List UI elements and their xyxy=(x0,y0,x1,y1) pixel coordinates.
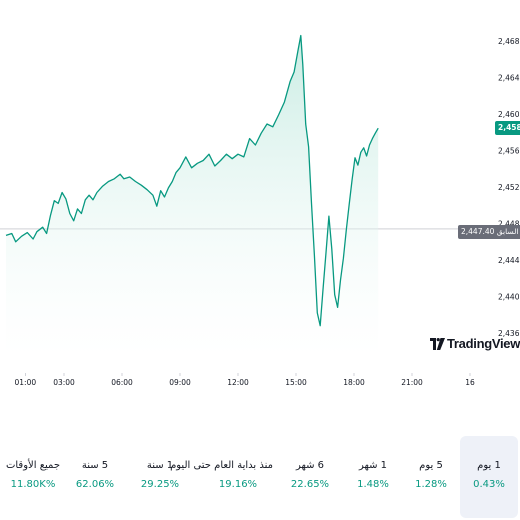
price-line xyxy=(5,34,379,327)
period-change-value: 0.43% xyxy=(473,479,505,490)
period-tab[interactable]: 1 يوم 0.43% xyxy=(460,436,518,518)
period-tab[interactable]: 5 سنة 62.06% xyxy=(66,436,124,518)
period-change-value: 29.25% xyxy=(140,479,180,490)
period-change-value: 22.65% xyxy=(290,479,330,490)
price-chart[interactable]: 2,468.00 2,464.00 2,460.00 2,456.00 2,452.00… xyxy=(0,0,520,395)
x-axis-tick-label: 09:00 xyxy=(169,378,191,387)
price-area-fill xyxy=(6,35,379,357)
period-change-value: 1.48% xyxy=(357,479,389,490)
period-label: 1 شهر xyxy=(358,460,388,471)
y-axis-tick-label: 2,444.00 xyxy=(498,256,520,265)
x-axis-tick-label: 01:00 xyxy=(15,378,37,387)
previous-close-badge: الإغلاق السابق 2,447.40 xyxy=(458,225,520,239)
previous-close-value: 2,447.40 xyxy=(461,227,495,236)
x-axis-tick-label: 21:00 xyxy=(401,378,423,387)
period-change-value: 1.28% xyxy=(415,479,447,490)
x-axis-tick-label: 03:00 xyxy=(53,378,75,387)
x-axis-tick-label: 12:00 xyxy=(227,378,249,387)
period-tab[interactable]: 1 شهر 1.48% xyxy=(344,436,402,518)
period-tab[interactable]: جميع الأوقات 11.80K% xyxy=(4,436,62,518)
tradingview-wordmark: TradingView xyxy=(447,336,520,351)
y-axis-tick-label: 2,436.00 xyxy=(498,329,520,338)
period-label: منذ بداية العام حتى اليوم xyxy=(170,460,273,471)
chart-svg[interactable]: 2,468.00 2,464.00 2,460.00 2,456.00 2,452.00… xyxy=(0,0,520,395)
y-axis-tick-label: 2,448.00 xyxy=(498,220,520,229)
period-tab[interactable]: 6 شهر 22.65% xyxy=(281,436,339,518)
y-axis-tick-label: 2,440.00 xyxy=(498,293,520,302)
tradingview-logo-icon xyxy=(430,337,445,350)
x-axis-tick-label: 06:00 xyxy=(111,378,133,387)
period-label: جميع الأوقات xyxy=(5,460,61,471)
y-axis-tick-label: 2,468.00 xyxy=(498,37,520,46)
x-axis-tick-label: 16 xyxy=(465,378,475,387)
y-axis-tick-label: 2,460.00 xyxy=(498,110,520,119)
period-selector: 1 يوم 0.43% 5 يوم 1.28% 1 شهر 1.48% 6 شهر 22.65… xyxy=(0,436,520,520)
x-axis-tick-label: 15:00 xyxy=(285,378,307,387)
period-tab[interactable]: 5 يوم 1.28% xyxy=(402,436,460,518)
y-axis-tick-label: 2,464.00 xyxy=(498,74,520,83)
tradingview-logo[interactable]: TradingView xyxy=(430,336,520,351)
y-axis-tick-label: 2,452.00 xyxy=(498,183,520,192)
last-price-badge: 2,458.44 xyxy=(495,121,520,135)
period-tab[interactable]: 1 سنة 29.25% xyxy=(131,436,189,518)
period-label: 6 شهر xyxy=(295,460,325,471)
period-change-value: 19.16% xyxy=(218,479,258,490)
x-axis-tick-label: 18:00 xyxy=(343,378,365,387)
y-axis-tick-label: 2,456.00 xyxy=(498,147,520,156)
period-tab[interactable]: منذ بداية العام حتى اليوم 19.16% xyxy=(170,436,273,518)
period-label: 5 يوم xyxy=(419,460,443,471)
period-change-value: 62.06% xyxy=(75,479,115,490)
period-label: 1 يوم xyxy=(477,460,501,471)
period-label: 5 سنة xyxy=(81,460,109,471)
period-label: 1 سنة xyxy=(146,460,174,471)
previous-close-label: الإغلاق السابق xyxy=(496,227,520,236)
period-change-value: 11.80K% xyxy=(10,479,56,490)
